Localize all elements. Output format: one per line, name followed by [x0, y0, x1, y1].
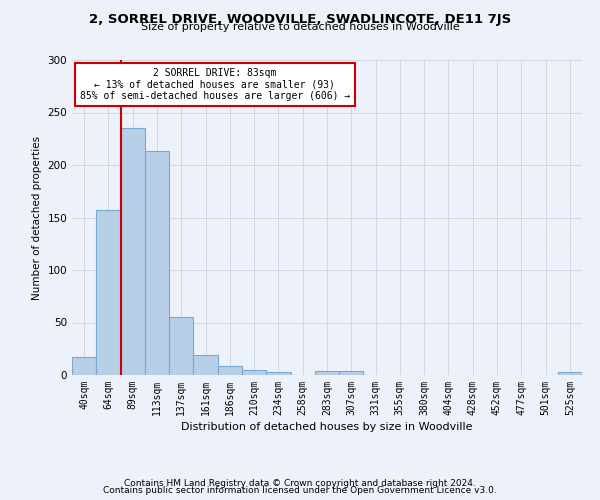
Bar — [96, 210, 121, 375]
Bar — [339, 371, 364, 375]
Text: 2, SORREL DRIVE, WOODVILLE, SWADLINCOTE, DE11 7JS: 2, SORREL DRIVE, WOODVILLE, SWADLINCOTE,… — [89, 12, 511, 26]
X-axis label: Distribution of detached houses by size in Woodville: Distribution of detached houses by size … — [181, 422, 473, 432]
Bar — [121, 128, 145, 375]
Bar — [315, 371, 339, 375]
Bar — [145, 152, 169, 375]
Bar — [218, 366, 242, 375]
Bar — [266, 372, 290, 375]
Bar — [242, 370, 266, 375]
Text: 2 SORREL DRIVE: 83sqm
← 13% of detached houses are smaller (93)
85% of semi-deta: 2 SORREL DRIVE: 83sqm ← 13% of detached … — [80, 68, 350, 101]
Bar — [193, 355, 218, 375]
Text: Size of property relative to detached houses in Woodville: Size of property relative to detached ho… — [140, 22, 460, 32]
Y-axis label: Number of detached properties: Number of detached properties — [32, 136, 42, 300]
Bar — [169, 318, 193, 375]
Bar — [558, 372, 582, 375]
Bar — [72, 357, 96, 375]
Text: Contains HM Land Registry data © Crown copyright and database right 2024.: Contains HM Land Registry data © Crown c… — [124, 478, 476, 488]
Text: Contains public sector information licensed under the Open Government Licence v3: Contains public sector information licen… — [103, 486, 497, 495]
